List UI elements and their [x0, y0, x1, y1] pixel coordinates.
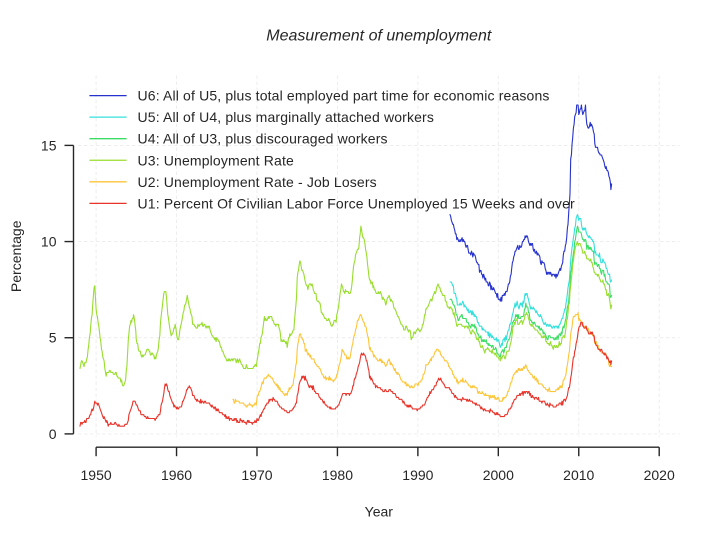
y-tick-label-0: 0 — [49, 426, 57, 442]
legend-label-U3: U3: Unemployment Rate — [138, 152, 295, 168]
x-tick-label-1980: 1980 — [322, 467, 353, 483]
series-line-U2 — [232, 312, 613, 408]
x-tick-label-2000: 2000 — [483, 467, 514, 483]
series-line-U6 — [449, 104, 613, 302]
x-tick-label-1990: 1990 — [402, 467, 433, 483]
y-tick-label-10: 10 — [41, 234, 57, 250]
series-line-U3 — [79, 225, 613, 387]
legend-label-U2: U2: Unemployment Rate - Job Losers — [138, 174, 377, 190]
legend-label-U5: U5: All of U4, plus marginally attached … — [138, 109, 435, 125]
legend: U6: All of U5, plus total employed part … — [89, 88, 576, 211]
y-axis-label: Percentage — [8, 220, 24, 292]
y-tick-label-15: 15 — [41, 137, 57, 153]
series-line-U4 — [449, 225, 613, 358]
x-tick-label-2010: 2010 — [563, 467, 594, 483]
x-axis-label: Year — [365, 504, 394, 520]
gridlines — [78, 75, 680, 437]
legend-label-U1: U1: Percent Of Civilian Labor Force Unem… — [138, 195, 576, 211]
legend-label-U4: U4: All of U3, plus discouraged workers — [138, 131, 388, 147]
x-tick-label-1970: 1970 — [241, 467, 272, 483]
series-line-U1 — [79, 321, 613, 427]
chart-title: Measurement of unemployment — [266, 28, 492, 45]
x-tick-label-2020: 2020 — [644, 467, 675, 483]
x-tick-label-1960: 1960 — [161, 467, 192, 483]
y-tick-label-5: 5 — [49, 330, 57, 346]
series-line-U5 — [449, 214, 613, 348]
legend-label-U6: U6: All of U5, plus total employed part … — [138, 88, 550, 104]
data-series — [79, 104, 613, 427]
x-tick-label-1950: 1950 — [81, 467, 112, 483]
axes: 0 5 10 15 1950 1960 1970 1980 1990 2000 2010 2020 — [41, 137, 675, 483]
